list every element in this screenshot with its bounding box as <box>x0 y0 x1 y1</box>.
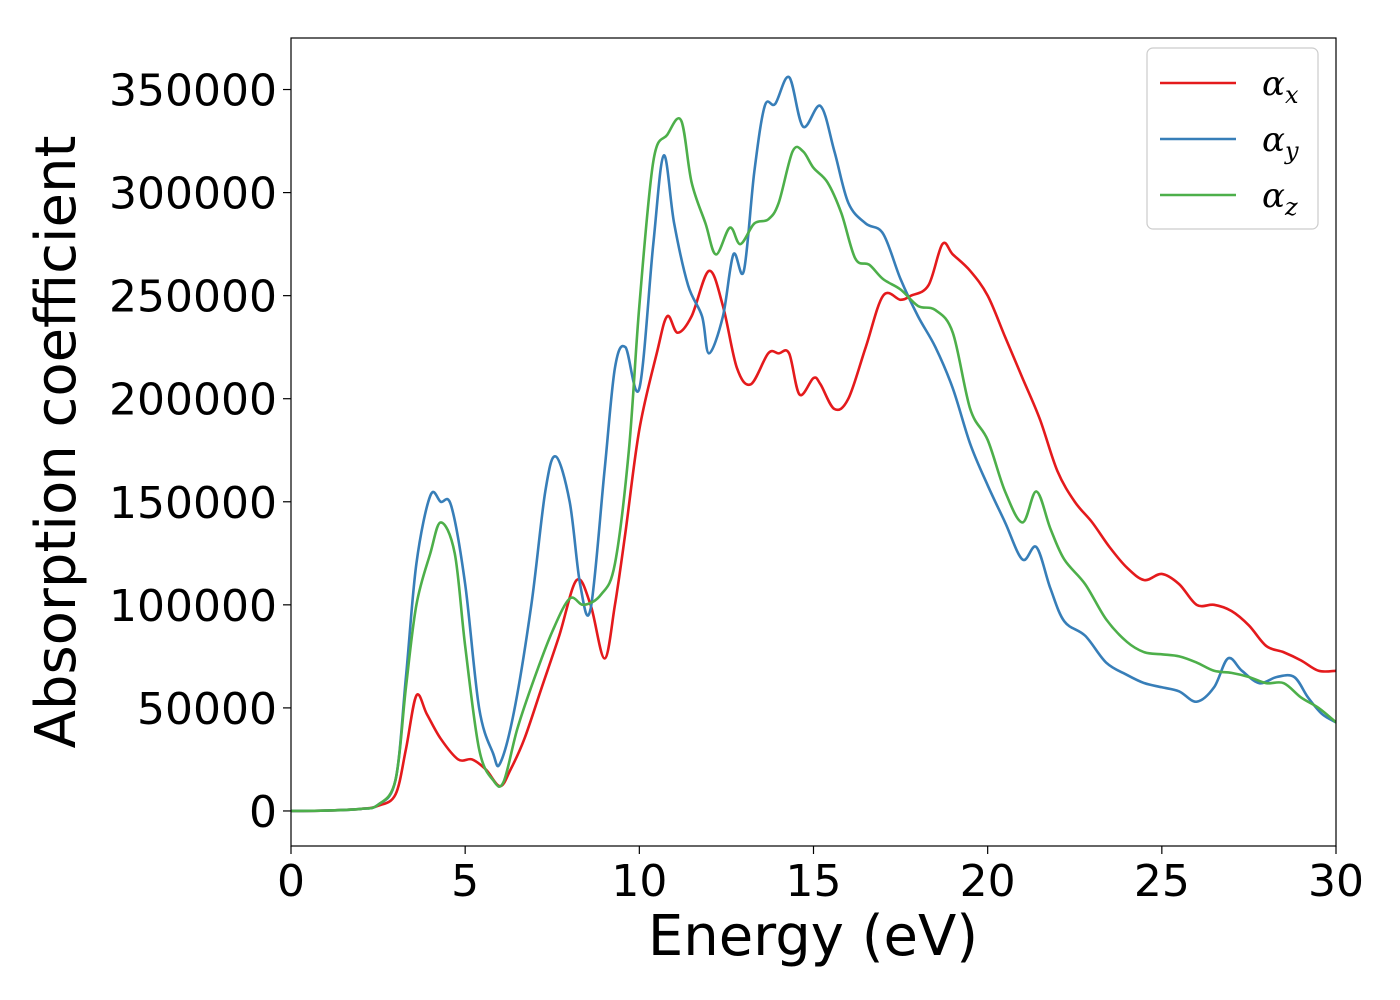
y-tick-label: 0 <box>249 787 277 838</box>
y-tick-label: 150000 <box>109 478 277 529</box>
series-line-z <box>291 117 1336 813</box>
x-tick-label: 5 <box>451 856 479 907</box>
series-line-x <box>291 241 1336 813</box>
y-axis-label: Absorption coefficient <box>24 136 89 749</box>
x-tick-label: 10 <box>611 856 667 907</box>
y-axis-ticks: 0 50000 100000 150000 200000 250000 300000 3500… <box>109 66 291 838</box>
series-line-y <box>291 75 1336 813</box>
x-tick-label: 0 <box>277 856 305 907</box>
legend-label-y: αy <box>1262 120 1299 165</box>
series-layer <box>291 75 1336 813</box>
y-tick-label: 200000 <box>109 375 277 426</box>
x-tick-label: 20 <box>960 856 1016 907</box>
y-tick-label: 100000 <box>109 581 277 632</box>
y-tick-label: 300000 <box>109 169 277 220</box>
legend-label-z: αz <box>1262 176 1298 221</box>
x-tick-label: 15 <box>786 856 842 907</box>
x-axis-label: Energy (eV) <box>648 904 978 969</box>
y-tick-label: 350000 <box>109 66 277 117</box>
legend-items: αx αy αz <box>1160 64 1299 221</box>
x-tick-label: 25 <box>1134 856 1190 907</box>
y-tick-label: 50000 <box>137 684 277 735</box>
x-axis-ticks: 0 5 10 15 20 25 30 <box>277 846 1364 907</box>
legend-label-x: αx <box>1262 64 1299 109</box>
y-tick-label: 250000 <box>109 272 277 323</box>
legend: αx αy αz <box>1146 47 1319 230</box>
x-tick-label: 30 <box>1308 856 1364 907</box>
